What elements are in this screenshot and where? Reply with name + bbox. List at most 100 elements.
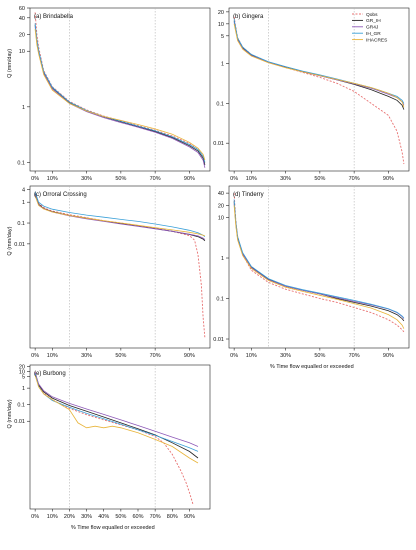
x-tick-label: 30% — [280, 176, 291, 182]
y-tick-label: 1 — [22, 105, 25, 111]
y-tick-label: 4 — [22, 188, 25, 194]
x-tick-label: 30% — [81, 353, 92, 359]
legend-label: GR4J — [366, 25, 379, 31]
y-tick-label: 0.01 — [14, 242, 25, 248]
plot-frame — [29, 7, 211, 172]
x-tick-label: 0% — [31, 176, 39, 182]
x-tick-label: 30% — [280, 353, 291, 359]
y-tick-label: 20 — [218, 10, 224, 16]
panel-title: (b) Gingera — [233, 14, 264, 20]
y-tick-label: 20 — [218, 203, 224, 209]
y-tick-label: 60 — [19, 6, 25, 12]
y-tick-label: 0.01 — [14, 419, 25, 425]
plot-frame — [228, 7, 410, 172]
series-group — [34, 191, 206, 339]
series-group — [34, 371, 199, 505]
x-tick-label: 10% — [246, 353, 257, 359]
panel-title: (a) Brindabella — [34, 14, 74, 20]
x-tick-label: 50% — [115, 353, 126, 359]
series-line-qobs — [34, 12, 206, 163]
y-tick-label: 40 — [19, 16, 25, 22]
x-tick-label: 70% — [150, 353, 161, 359]
x-tick-label: 90% — [184, 514, 195, 520]
x-tick-label: 70% — [150, 176, 161, 182]
x-tick-label: 0% — [31, 514, 39, 520]
x-tick-label: 70% — [150, 514, 161, 520]
x-tick-label: 0% — [31, 353, 39, 359]
y-tick-label: 5 — [22, 375, 25, 381]
x-tick-label: 20% — [64, 514, 75, 520]
y-tick-label: 1 — [22, 386, 25, 392]
series-group — [233, 16, 405, 165]
x-tick-label: 50% — [115, 514, 126, 520]
x-tick-label: 50% — [314, 353, 325, 359]
chart-panel-2: 20 10 5 1 0.1 0.01 0% 10% 30% 50% 70% 90% (b) Ginger… — [213, 7, 410, 182]
x-tick-label: 10% — [47, 353, 58, 359]
series-group — [34, 12, 206, 168]
y-tick-label: 1 — [22, 200, 25, 206]
x-tick-label: 60% — [132, 514, 143, 520]
x-tick-label: 50% — [314, 176, 325, 182]
series-line-ihacres — [34, 29, 206, 161]
series-line-ih-gr — [34, 191, 206, 238]
panel-title: (e) Burbong — [34, 371, 66, 377]
x-tick-label: 50% — [115, 176, 126, 182]
y-tick-label: 10 — [218, 22, 224, 28]
x-tick-label: 0% — [230, 353, 238, 359]
panel-title: (d) Tinderry — [233, 192, 264, 198]
legend-label: IH_GR — [366, 31, 381, 37]
y-tick-label: 40 — [218, 191, 224, 197]
y-tick-label: 1 — [221, 256, 224, 262]
x-tick-label: 10% — [47, 176, 58, 182]
y-tick-label: 10 — [19, 370, 25, 376]
series-line-ih-gr — [233, 19, 405, 104]
panel-title: (c) Orroral Crossing — [34, 192, 87, 198]
y-tick-label: 0.1 — [17, 221, 25, 227]
y-tick-label: 0.1 — [216, 297, 224, 303]
x-tick-label: 90% — [184, 176, 195, 182]
y-tick-label: 1 — [221, 62, 224, 68]
y-axis-label: Q (mm/day) — [7, 399, 13, 428]
x-tick-label: 70% — [349, 176, 360, 182]
chart-panel-1: 60 40 20 10 1 0.1 0% 10% 30% 50% 70% 90% (a) Brindab… — [7, 6, 211, 182]
y-tick-label: 0.01 — [213, 141, 224, 147]
x-tick-label: 0% — [230, 176, 238, 182]
y-axis-label: Q (mm/day) — [7, 226, 13, 255]
chart-panel-4: 40 20 10 1 0.1 0.01 0% 10% 30% 50% 70% 90% (d) Tinde… — [213, 185, 410, 370]
x-tick-label: 90% — [184, 353, 195, 359]
legend-label: GR_IH — [366, 18, 381, 24]
plot-frame — [228, 185, 410, 349]
series-group — [233, 193, 405, 333]
series-line-ihacres — [34, 195, 206, 237]
x-tick-label: 10% — [246, 176, 257, 182]
plot-frame — [29, 364, 211, 510]
y-tick-label: 20 — [19, 33, 25, 39]
series-line-gr-ih — [34, 373, 199, 459]
y-axis-label: Q (mm/day) — [7, 49, 13, 78]
series-line-ih-gr — [233, 199, 405, 319]
legend-label: Qobs — [366, 12, 378, 18]
series-line-ihacres — [233, 205, 405, 329]
y-tick-label: 10 — [19, 49, 25, 55]
series-line-gr4j — [34, 372, 199, 447]
legend-label: IHACRES — [366, 37, 387, 43]
x-tick-label: 90% — [383, 176, 394, 182]
x-tick-label: 10% — [47, 514, 58, 520]
y-tick-label: 0.1 — [17, 403, 25, 409]
x-tick-label: 70% — [349, 353, 360, 359]
chart-panel-3: 4 1 0.1 0.01 0% 10% 30% 50% 70% 90% (c) Orroral Cr… — [7, 185, 211, 359]
series-line-ihacres — [34, 375, 199, 464]
x-tick-label: 80% — [167, 514, 178, 520]
x-tick-label: 30% — [81, 176, 92, 182]
x-axis-label: % Time flow equalled or exceeded — [71, 525, 155, 531]
y-tick-label: 0.1 — [17, 160, 25, 166]
y-tick-label: 5 — [221, 34, 224, 40]
series-line-ihacres — [233, 23, 405, 108]
x-tick-label: 90% — [383, 353, 394, 359]
y-tick-label: 10 — [218, 216, 224, 222]
y-tick-label: 0.1 — [216, 101, 224, 107]
x-tick-label: 30% — [81, 514, 92, 520]
